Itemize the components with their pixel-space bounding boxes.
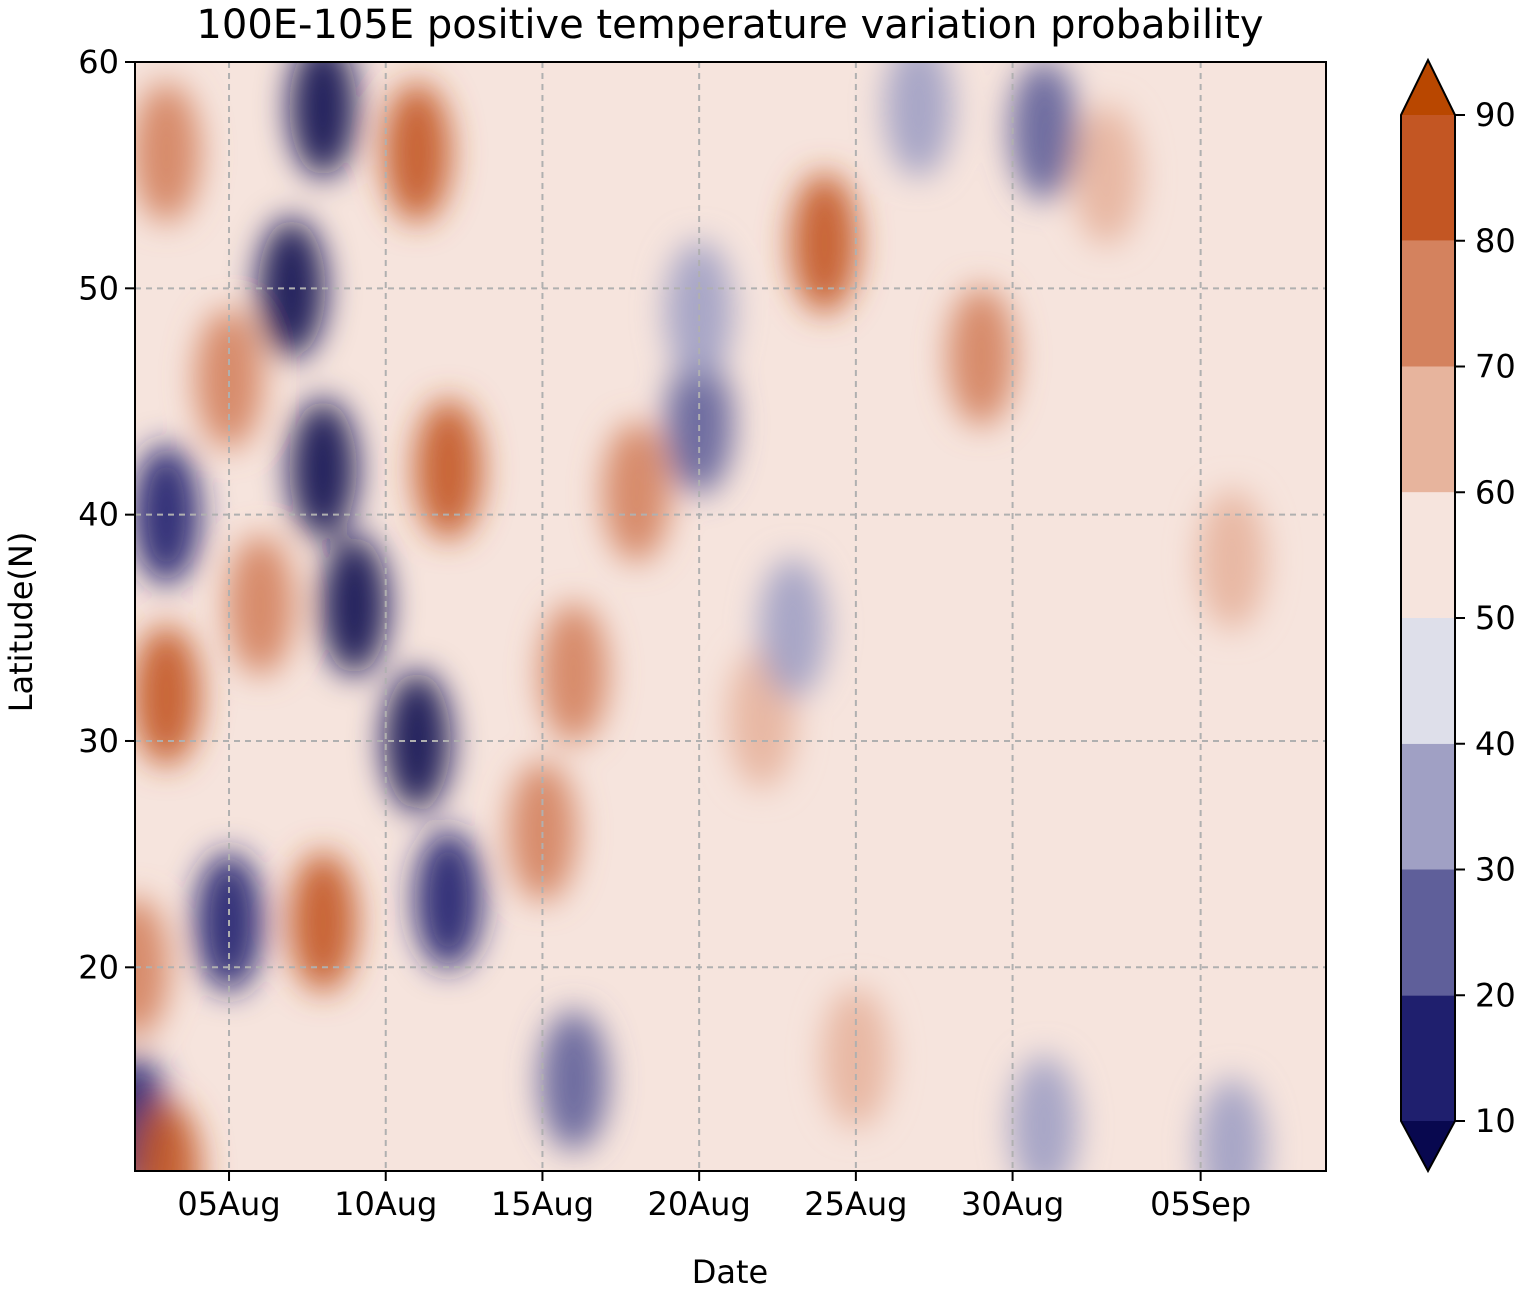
colorbar-tick-label: 30	[1475, 851, 1516, 889]
x-tick-label: 10Aug	[334, 1185, 437, 1223]
contour-feature	[602, 422, 671, 563]
contour-feature	[135, 82, 201, 223]
contour-feature	[135, 625, 201, 766]
contour-feature	[665, 240, 734, 381]
contour-feature	[759, 557, 828, 698]
contour-feature	[289, 399, 358, 540]
grid-lines	[135, 62, 1326, 1171]
contour-feature	[135, 1101, 201, 1171]
contour-feature	[508, 761, 577, 902]
contour-feature	[884, 62, 953, 178]
contour-feature	[1072, 105, 1141, 246]
contour-feature	[539, 603, 608, 744]
contour-feature	[1197, 1078, 1266, 1171]
colorbar-segment	[1401, 995, 1455, 1121]
contour-feature	[320, 535, 389, 676]
contour-feature	[414, 829, 483, 970]
colorbar-extend-max	[1401, 60, 1455, 115]
y-axis: 20 30 40 50 60	[78, 43, 135, 986]
contour-field	[135, 62, 1266, 1171]
colorbar-segment	[1401, 240, 1455, 367]
x-tick-label: 30Aug	[961, 1185, 1064, 1223]
colorbar-tick-label: 50	[1475, 599, 1516, 637]
x-tick-label: 15Aug	[491, 1185, 594, 1223]
colorbar-tick-label: 10	[1475, 1102, 1516, 1140]
contour-feature	[226, 535, 295, 676]
x-axis: 05Aug 10Aug 15Aug 20Aug 25Aug 30Aug 05Sep	[177, 1171, 1251, 1223]
x-axis-label: Date	[692, 1253, 768, 1290]
colorbar-segment	[1401, 743, 1455, 870]
x-tick-label: 25Aug	[804, 1185, 907, 1223]
y-tick-label: 60	[78, 43, 119, 81]
contour-feature	[1197, 489, 1266, 630]
y-axis-label: Latitude(N)	[2, 532, 40, 713]
colorbar-segment	[1401, 869, 1455, 996]
colorbar-segment	[1401, 115, 1455, 241]
colorbar: 10 20 30 40 50 60 70 80 90	[1400, 57, 1516, 1174]
contour-feature	[289, 852, 358, 993]
contour-feature	[1009, 1055, 1078, 1171]
colorbar-tick-label: 90	[1475, 96, 1516, 134]
contour-feature	[383, 670, 452, 811]
contour-feature	[195, 308, 264, 449]
colorbar-tick-label: 80	[1475, 222, 1516, 260]
contour-feature	[665, 354, 734, 495]
chart-title: 100E-105E positive temperature variation…	[196, 2, 1263, 48]
plot-area	[134, 61, 1327, 1172]
x-tick-label: 20Aug	[648, 1185, 751, 1223]
y-tick-label: 50	[78, 269, 119, 307]
colorbar-tick-label: 40	[1475, 725, 1516, 763]
colorbar-tick-label: 20	[1475, 976, 1516, 1014]
colorbar-segment	[1401, 492, 1455, 618]
colorbar-tick-label: 60	[1475, 473, 1516, 511]
contour-feature	[947, 286, 1016, 427]
x-tick-label: 05Aug	[177, 1185, 280, 1223]
plot-frame	[134, 61, 1327, 1172]
contour-feature	[414, 399, 483, 540]
colorbar-segment	[1401, 618, 1455, 744]
contour-feature	[790, 173, 859, 314]
contour-feature	[1009, 62, 1078, 200]
plot-background	[135, 62, 1326, 1171]
colorbar-extend-min	[1401, 1121, 1455, 1171]
y-tick-label: 30	[78, 722, 119, 760]
colorbar-tick-label: 70	[1475, 348, 1516, 386]
contour-feature	[383, 82, 452, 223]
contour-feature	[539, 1010, 608, 1151]
x-tick-label: 05Sep	[1150, 1185, 1251, 1223]
y-tick-label: 40	[78, 496, 119, 534]
colorbar-segment	[1401, 366, 1455, 493]
contour-feature	[135, 444, 201, 585]
y-tick-label: 20	[78, 948, 119, 986]
contour-feature	[289, 62, 358, 178]
